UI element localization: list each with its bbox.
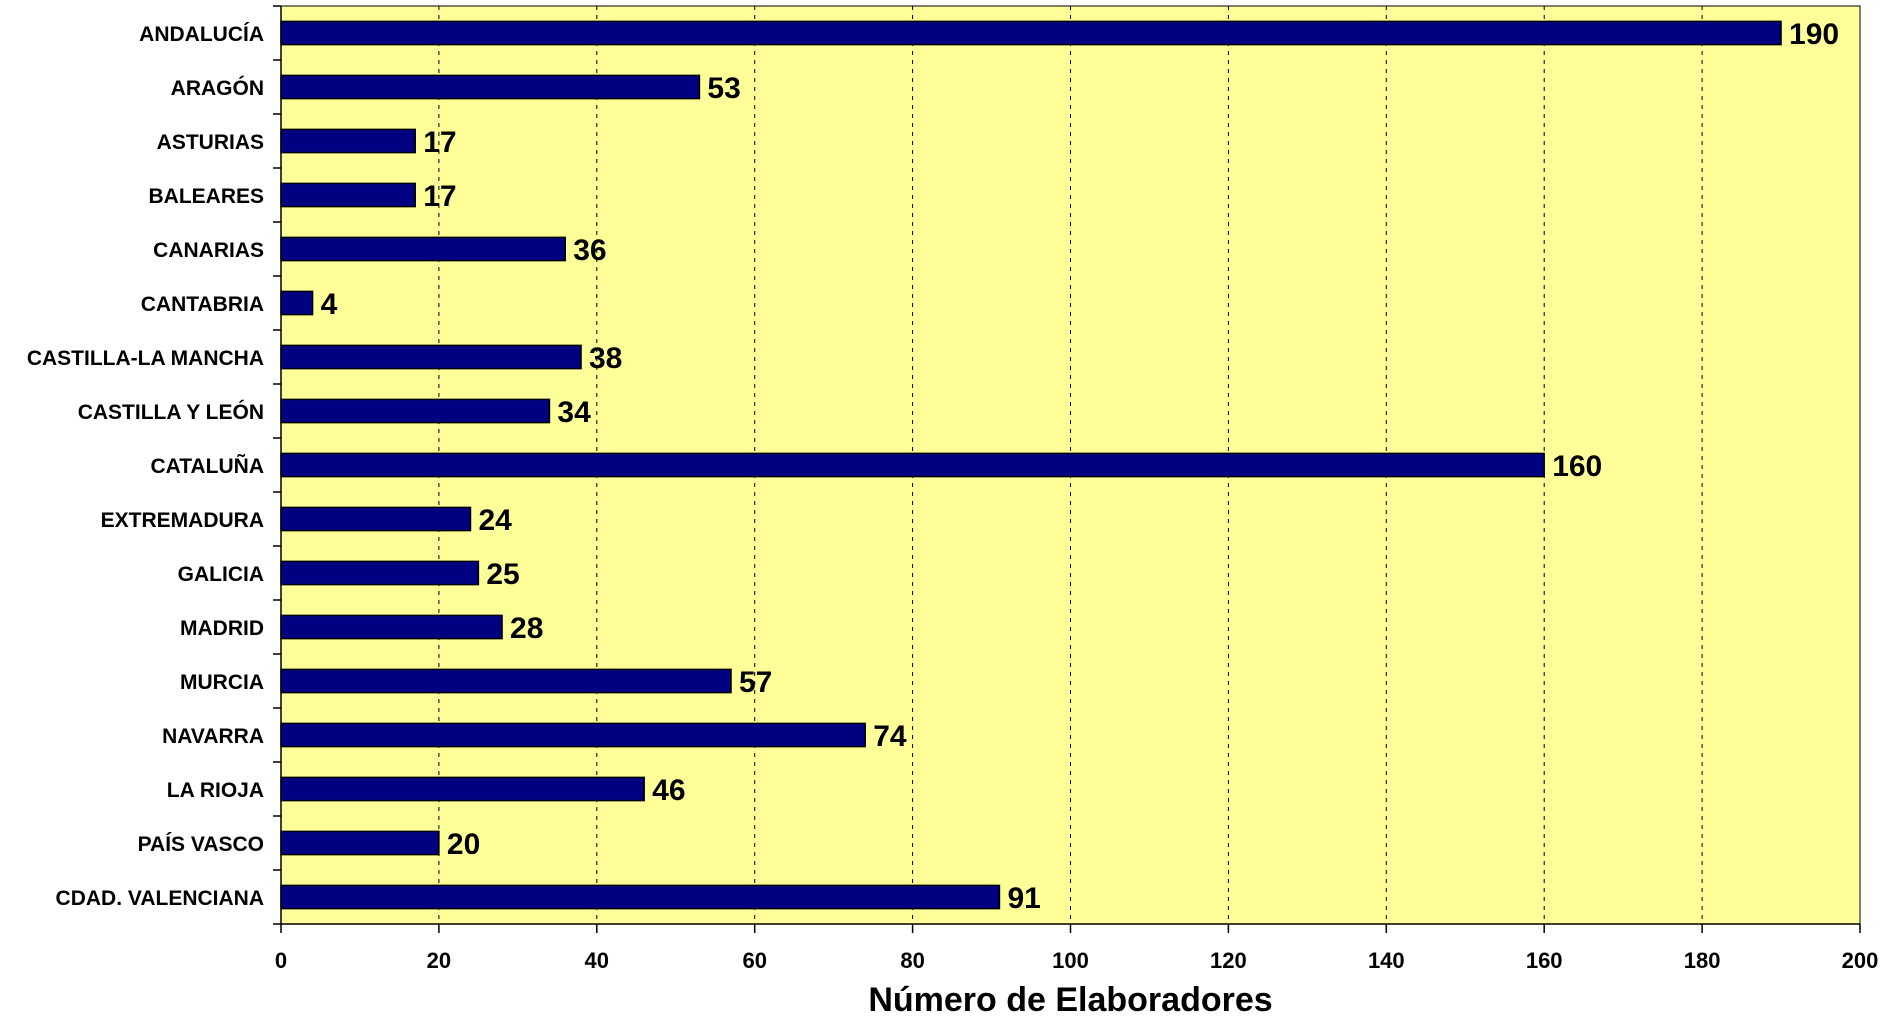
category-label: MURCIA [180,671,264,694]
bar [280,722,866,748]
category-label: CASTILLA Y LEÓN [78,400,264,424]
bar [280,74,701,100]
category-label: CANTABRIA [141,293,264,316]
data-label: 34 [557,396,591,429]
category-label: EXTREMADURA [101,509,264,532]
data-label: 57 [739,666,772,699]
category-label: CASTILLA-LA MANCHA [27,347,264,370]
category-label: CATALUÑA [150,455,264,478]
data-label: 53 [707,72,740,105]
x-tick-label: 0 [275,948,287,973]
bar [280,236,566,262]
value-labels: 190 53 17 17 36 4 38 34 160 24 25 28 57 74 46 20 91 [321,18,1840,915]
x-tick-label: 40 [585,948,609,973]
category-label: ARAGÓN [171,76,264,100]
data-label: 36 [573,234,606,267]
x-tick-label: 160 [1526,948,1563,973]
data-label: 190 [1789,18,1839,51]
data-label: 20 [447,828,480,861]
x-tick-label: 180 [1684,948,1721,973]
bar [280,506,472,532]
category-label: ASTURIAS [157,131,264,154]
x-tick-label: 200 [1842,948,1879,973]
bar [280,668,732,694]
category-label: LA RIOJA [167,779,264,802]
x-tick-label: 20 [427,948,451,973]
data-label: 74 [873,720,907,753]
category-label: BALEARES [148,185,264,208]
bar [280,884,1001,910]
bar [280,290,314,316]
data-label: 24 [478,504,512,537]
axes [273,5,1861,933]
bars [280,20,1782,910]
category-label: ANDALUCÍA [139,23,264,46]
x-tick-label: 140 [1368,948,1405,973]
data-label: 25 [486,558,519,591]
bar [280,452,1545,478]
data-label: 91 [1007,882,1040,915]
category-label: NAVARRA [162,725,264,748]
data-label: 4 [321,288,338,321]
x-axis-title: Número de Elaboradores [868,981,1272,1019]
bar [280,344,582,370]
x-tick-label: 80 [900,948,924,973]
x-tick-label: 60 [742,948,766,973]
data-label: 46 [652,774,685,807]
category-label: CDAD. VALENCIANA [56,887,264,910]
bar [280,128,416,154]
category-label: GALICIA [178,563,264,586]
category-label: MADRID [180,617,264,640]
data-label: 28 [510,612,543,645]
bar [280,20,1782,46]
data-label: 160 [1552,450,1602,483]
x-tick-label: 100 [1052,948,1089,973]
x-tick-label: 120 [1210,948,1247,973]
category-label: PAÍS VASCO [138,833,264,856]
bar [280,182,416,208]
bar [280,560,480,586]
bar [280,614,503,640]
bar [280,830,440,856]
x-tick-labels: 0 20 40 60 80 100 120 140 160 180 200 [275,948,1878,973]
category-labels: ANDALUCÍA ARAGÓN ASTURIAS BALEARES CANARIAS C… [27,23,264,910]
data-label: 38 [589,342,622,375]
category-label: CANARIAS [153,239,264,262]
data-label: 17 [423,126,456,159]
bar [280,398,551,424]
data-label: 17 [423,180,456,213]
bar [280,776,645,802]
